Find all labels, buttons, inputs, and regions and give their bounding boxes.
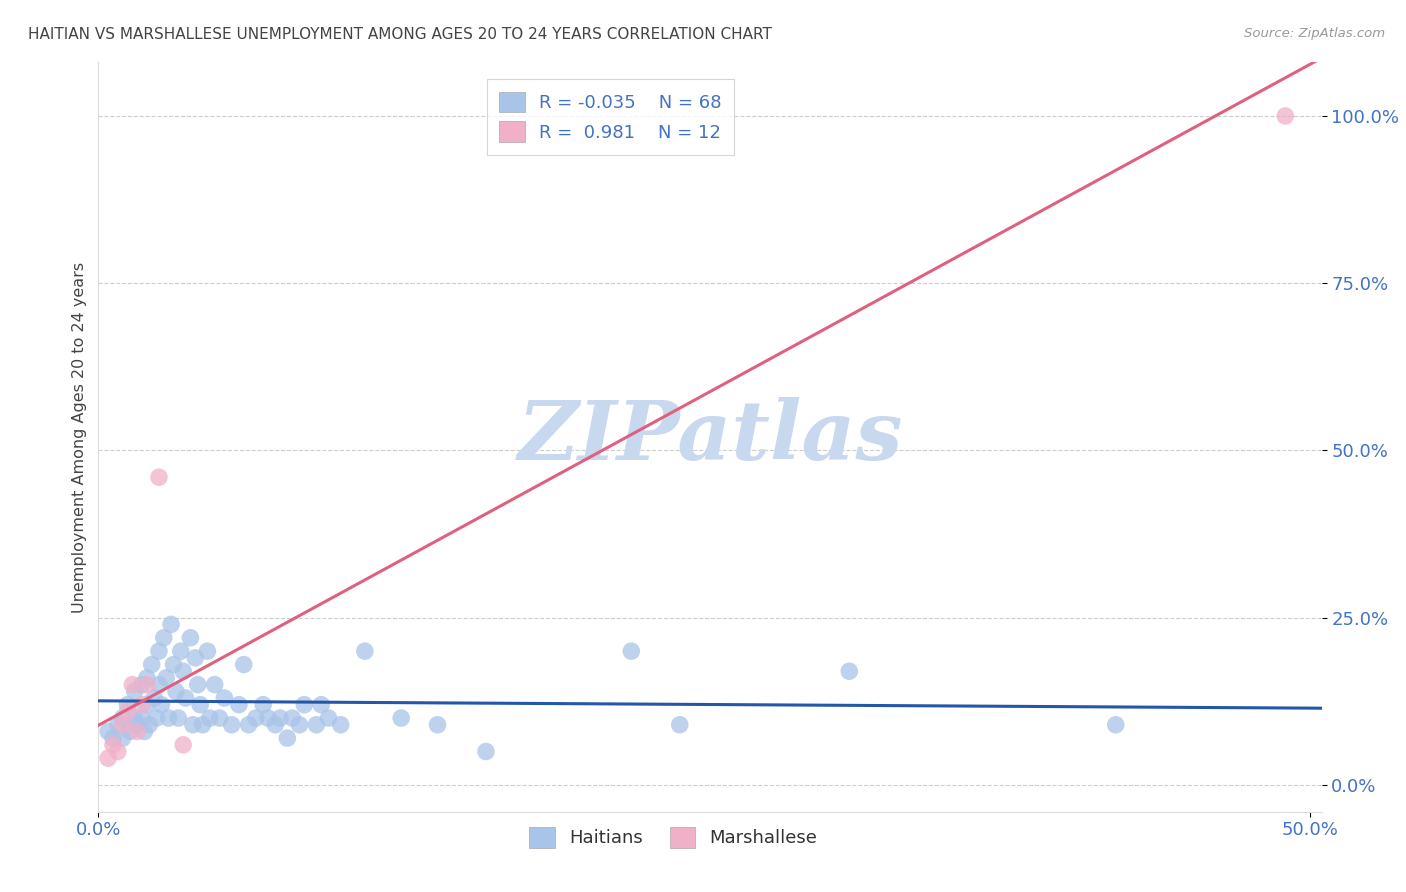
Point xyxy=(131,711,153,725)
Point xyxy=(117,698,139,712)
Point xyxy=(354,644,377,658)
Point xyxy=(135,671,157,685)
Point xyxy=(165,684,187,698)
Point xyxy=(160,617,183,632)
Point xyxy=(252,698,274,712)
Point xyxy=(111,717,134,731)
Point xyxy=(135,678,157,692)
Point xyxy=(204,678,226,692)
Point xyxy=(107,744,129,758)
Point xyxy=(174,690,197,705)
Point xyxy=(184,651,207,665)
Point xyxy=(191,717,214,731)
Point xyxy=(172,664,194,679)
Point xyxy=(1105,717,1128,731)
Point xyxy=(238,717,260,731)
Point xyxy=(148,470,170,484)
Point xyxy=(264,717,287,731)
Point xyxy=(111,731,134,746)
Point xyxy=(121,678,143,692)
Point xyxy=(305,717,328,731)
Point xyxy=(276,731,298,746)
Point xyxy=(838,664,860,679)
Point xyxy=(232,657,254,672)
Point xyxy=(214,690,236,705)
Point xyxy=(101,731,124,746)
Point xyxy=(117,705,139,719)
Legend: Haitians, Marshallese: Haitians, Marshallese xyxy=(522,820,825,855)
Point xyxy=(389,711,412,725)
Point xyxy=(228,698,250,712)
Point xyxy=(162,657,184,672)
Point xyxy=(131,678,153,692)
Y-axis label: Unemployment Among Ages 20 to 24 years: Unemployment Among Ages 20 to 24 years xyxy=(72,261,87,613)
Point xyxy=(135,698,157,712)
Point xyxy=(181,717,204,731)
Point xyxy=(118,724,141,739)
Point xyxy=(426,717,449,731)
Point xyxy=(150,698,173,712)
Point xyxy=(107,717,129,731)
Point xyxy=(127,717,149,731)
Point xyxy=(148,678,170,692)
Point xyxy=(318,711,340,725)
Point xyxy=(188,698,211,712)
Point xyxy=(143,690,166,705)
Point xyxy=(281,711,304,725)
Point xyxy=(138,717,160,731)
Point xyxy=(288,717,311,731)
Point xyxy=(668,717,690,731)
Point xyxy=(101,738,124,752)
Text: Source: ZipAtlas.com: Source: ZipAtlas.com xyxy=(1244,27,1385,40)
Point xyxy=(292,698,315,712)
Point xyxy=(208,711,231,725)
Point xyxy=(198,711,221,725)
Point xyxy=(157,711,180,725)
Point xyxy=(141,657,163,672)
Point xyxy=(97,751,120,765)
Point xyxy=(148,644,170,658)
Point xyxy=(257,711,280,725)
Point xyxy=(145,711,167,725)
Point xyxy=(620,644,643,658)
Point xyxy=(329,717,352,731)
Text: HAITIAN VS MARSHALLESE UNEMPLOYMENT AMONG AGES 20 TO 24 YEARS CORRELATION CHART: HAITIAN VS MARSHALLESE UNEMPLOYMENT AMON… xyxy=(28,27,772,42)
Point xyxy=(134,724,156,739)
Point xyxy=(1274,109,1296,123)
Point xyxy=(179,631,201,645)
Point xyxy=(111,711,134,725)
Point xyxy=(97,724,120,739)
Point xyxy=(187,678,209,692)
Point xyxy=(221,717,243,731)
Point xyxy=(124,711,146,725)
Point xyxy=(167,711,190,725)
Point xyxy=(127,724,149,739)
Point xyxy=(131,698,153,712)
Point xyxy=(153,631,176,645)
Point xyxy=(475,744,498,758)
Point xyxy=(309,698,332,712)
Point xyxy=(269,711,291,725)
Point xyxy=(155,671,177,685)
Point xyxy=(170,644,193,658)
Point xyxy=(245,711,267,725)
Point xyxy=(197,644,219,658)
Point xyxy=(172,738,194,752)
Text: ZIPatlas: ZIPatlas xyxy=(517,397,903,477)
Point xyxy=(124,684,146,698)
